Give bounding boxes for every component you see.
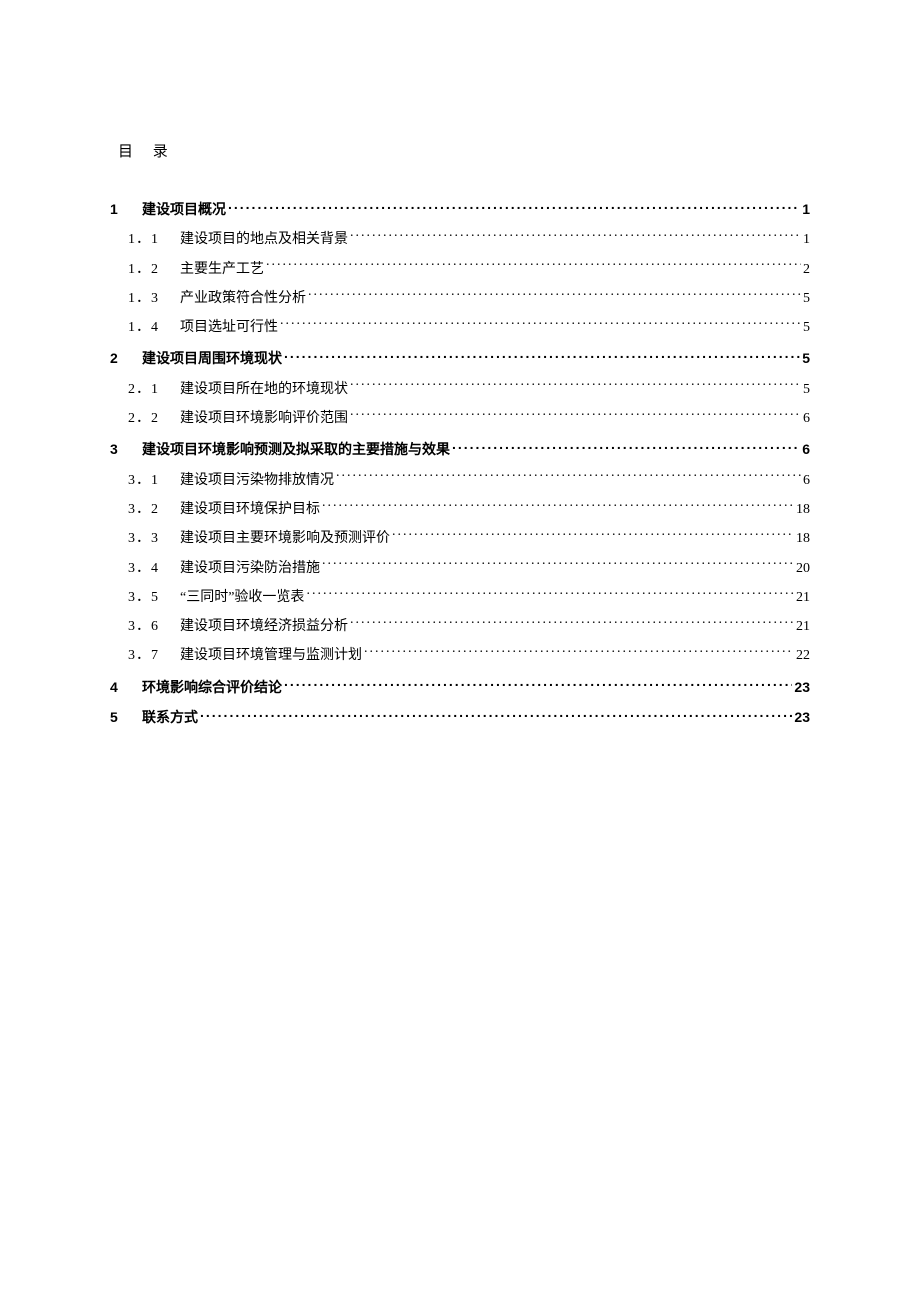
toc-entry-number: 5	[110, 707, 142, 727]
toc-entry-number: 3	[110, 439, 142, 459]
toc-entry-text: 建设项目环境经济损益分析	[180, 617, 348, 637]
toc-entry-page: 2	[803, 260, 810, 280]
toc-entry-text: 主要生产工艺	[180, 260, 264, 280]
toc-entry-number: 2	[110, 348, 142, 368]
toc-entry-number: 3．3	[128, 529, 180, 549]
toc-leader-dots	[452, 440, 800, 454]
toc-entry-text: 建设项目主要环境影响及预测评价	[180, 529, 390, 549]
toc-entry-page: 23	[794, 707, 810, 727]
toc-leader-dots	[306, 587, 794, 601]
toc-entry-text: 建设项目环境影响预测及拟采取的主要措施与效果	[142, 439, 450, 459]
toc-leader-dots	[336, 470, 801, 484]
toc-entry-text: 产业政策符合性分析	[180, 289, 306, 309]
toc-entry-page: 1	[803, 230, 810, 250]
toc-entry-number: 1．4	[128, 318, 180, 338]
toc-entry: 2．1建设项目所在地的环境现状 5	[110, 379, 810, 400]
toc-entry-number: 2．1	[128, 380, 180, 400]
toc-title: 目 录	[110, 140, 810, 161]
toc-entry-page: 18	[796, 529, 810, 549]
toc-entry-text: 建设项目概况	[142, 199, 226, 219]
toc-entry: 3．1建设项目污染物排放情况 6	[110, 470, 810, 491]
toc-container: 1建设项目概况11．1建设项目的地点及相关背景11．2主要生产工艺21．3产业政…	[110, 199, 810, 727]
toc-leader-dots	[284, 678, 792, 692]
toc-entry-number: 3．1	[128, 471, 180, 491]
toc-entry-page: 5	[803, 318, 810, 338]
toc-entry-text: 建设项目环境管理与监测计划	[180, 646, 362, 666]
toc-entry-number: 3．6	[128, 617, 180, 637]
toc-entry: 2建设项目周围环境现状 5	[110, 348, 810, 368]
toc-entry-number: 4	[110, 677, 142, 697]
toc-entry-page: 22	[796, 646, 810, 666]
toc-entry: 3．4建设项目污染防治措施 20	[110, 558, 810, 579]
toc-leader-dots	[280, 317, 801, 331]
toc-entry-number: 1．3	[128, 289, 180, 309]
toc-entry-text: 建设项目环境保护目标	[180, 500, 320, 520]
toc-leader-dots	[350, 379, 801, 393]
toc-entry-page: 18	[796, 500, 810, 520]
toc-entry-number: 3．5	[128, 588, 180, 608]
toc-entry-text: 建设项目环境影响评价范围	[180, 409, 348, 429]
toc-entry: 3．6建设项目环境经济损益分析 21	[110, 616, 810, 637]
toc-entry-text: 建设项目所在地的环境现状	[180, 380, 348, 400]
toc-entry: 2．2建设项目环境影响评价范围 6	[110, 408, 810, 429]
toc-leader-dots	[308, 288, 801, 302]
toc-entry-text: 环境影响综合评价结论	[142, 677, 282, 697]
toc-entry-page: 6	[803, 471, 810, 491]
toc-entry-text: 建设项目周围环境现状	[142, 348, 282, 368]
toc-entry-text: 联系方式	[142, 707, 198, 727]
toc-entry-page: 20	[796, 559, 810, 579]
toc-entry-page: 6	[802, 439, 810, 459]
toc-entry-number: 3．4	[128, 559, 180, 579]
toc-entry: 1建设项目概况1	[110, 199, 810, 219]
toc-entry: 3．5“三同时”验收一览表 21	[110, 587, 810, 608]
toc-entry-text: “三同时”验收一览表	[180, 588, 304, 608]
toc-entry-page: 21	[796, 588, 810, 608]
toc-entry-number: 2．2	[128, 409, 180, 429]
toc-entry: 3．3建设项目主要环境影响及预测评价 18	[110, 528, 810, 549]
toc-entry-page: 6	[803, 409, 810, 429]
toc-leader-dots	[350, 616, 794, 630]
toc-entry: 5联系方式 23	[110, 707, 810, 727]
toc-entry-text: 建设项目污染物排放情况	[180, 471, 334, 491]
toc-leader-dots	[266, 259, 801, 273]
toc-entry: 3建设项目环境影响预测及拟采取的主要措施与效果 6	[110, 439, 810, 459]
toc-entry-number: 1．2	[128, 260, 180, 280]
toc-entry-number: 3．7	[128, 646, 180, 666]
toc-leader-dots	[322, 499, 794, 513]
toc-entry-number: 3．2	[128, 500, 180, 520]
toc-entry-page: 23	[794, 677, 810, 697]
toc-entry-text: 建设项目的地点及相关背景	[180, 230, 348, 250]
toc-entry-number: 1．1	[128, 230, 180, 250]
toc-entry-number: 1	[110, 199, 142, 219]
toc-entry: 1．1建设项目的地点及相关背景 1	[110, 229, 810, 250]
toc-entry: 1．3产业政策符合性分析 5	[110, 288, 810, 309]
toc-leader-dots	[350, 229, 801, 243]
toc-entry-page: 5	[802, 348, 810, 368]
toc-entry: 1．2主要生产工艺 2	[110, 259, 810, 280]
toc-entry: 3．7建设项目环境管理与监测计划 22	[110, 645, 810, 666]
toc-leader-dots	[228, 200, 800, 214]
toc-entry-text: 项目选址可行性	[180, 318, 278, 338]
toc-entry-text: 建设项目污染防治措施	[180, 559, 320, 579]
toc-entry: 4环境影响综合评价结论 23	[110, 677, 810, 697]
toc-entry-page: 21	[796, 617, 810, 637]
toc-leader-dots	[322, 558, 794, 572]
toc-leader-dots	[364, 645, 794, 659]
toc-entry: 1．4项目选址可行性 5	[110, 317, 810, 338]
toc-entry: 3．2建设项目环境保护目标 18	[110, 499, 810, 520]
toc-leader-dots	[350, 408, 801, 422]
toc-leader-dots	[392, 528, 794, 542]
toc-entry-page: 5	[803, 380, 810, 400]
toc-leader-dots	[200, 708, 792, 722]
toc-entry-page: 5	[803, 289, 810, 309]
toc-entry-page: 1	[802, 199, 810, 219]
toc-leader-dots	[284, 349, 800, 363]
